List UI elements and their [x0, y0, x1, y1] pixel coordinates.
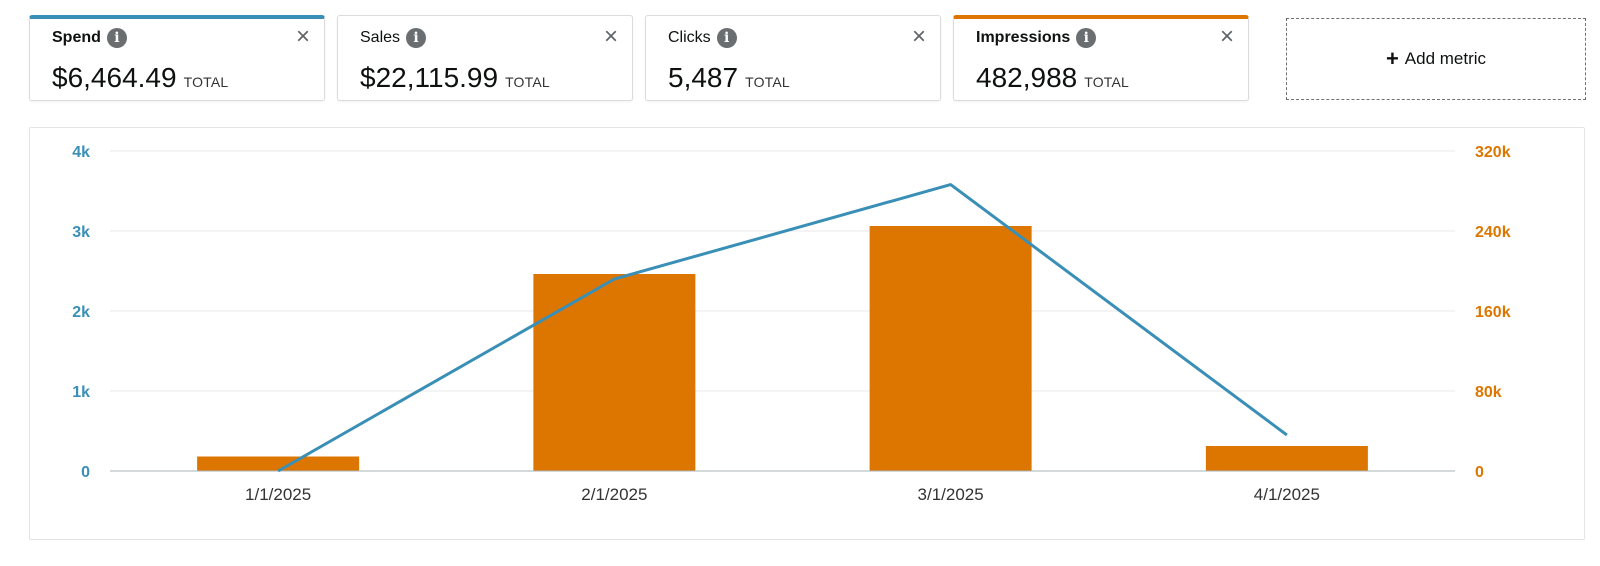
y-right-tick-label: 320k [1475, 144, 1511, 161]
line-spend [277, 183, 1288, 473]
metric-label: Spend [52, 29, 101, 46]
metric-value-row: $22,115.99 TOTAL [360, 62, 550, 94]
y-right-tick-label: 240k [1475, 224, 1511, 241]
bar-impressions [197, 456, 360, 471]
info-icon[interactable]: i [716, 28, 737, 48]
y-left-tick-label: 4k [72, 144, 90, 161]
metric-label: Clicks [668, 29, 711, 46]
metric-value-row: 5,487 TOTAL [668, 62, 790, 94]
x-tick-label: 2/1/2025 [581, 485, 647, 504]
metric-label: Sales [360, 29, 401, 46]
info-icon[interactable]: i [406, 28, 427, 48]
metric-label: Impressions [976, 29, 1071, 46]
metric-label-row: Impressions i [976, 28, 1097, 48]
y-left-tick-label: 3k [72, 224, 90, 241]
info-icon[interactable]: i [106, 28, 127, 48]
x-tick-label: 3/1/2025 [918, 485, 984, 504]
close-icon[interactable]: × [295, 23, 310, 50]
y-right-tick-label: 80k [1475, 384, 1502, 401]
x-tick-label: 4/1/2025 [1254, 485, 1320, 504]
y-left-tick-label: 1k [72, 384, 90, 401]
metric-value: $6,464.49 [52, 62, 177, 93]
metric-card-impressions[interactable]: Impressions i × 482,988 TOTAL [953, 15, 1249, 101]
info-icon[interactable]: i [1076, 28, 1097, 48]
y-left-tick-label: 2k [72, 304, 90, 321]
metric-card-clicks[interactable]: Clicks i × 5,487 TOTAL [645, 15, 941, 101]
x-tick-label: 1/1/2025 [245, 485, 311, 504]
metric-value-row: 482,988 TOTAL [976, 62, 1129, 94]
y-right-tick-label: 0 [1475, 464, 1484, 481]
add-metric-label: Add metric [1404, 49, 1487, 68]
bar-impressions [1205, 446, 1368, 471]
close-icon[interactable]: × [911, 23, 926, 50]
metric-suffix: TOTAL [1084, 74, 1130, 90]
metric-suffix: TOTAL [183, 74, 229, 90]
metric-label-row: Sales i [360, 28, 427, 48]
metric-card-sales[interactable]: Sales i × $22,115.99 TOTAL [337, 15, 633, 101]
metric-value: $22,115.99 [360, 62, 499, 93]
metric-card-spend[interactable]: Spend i × $6,464.49 TOTAL [29, 15, 325, 101]
close-icon[interactable]: × [603, 23, 618, 50]
metric-label-row: Clicks i [668, 28, 737, 48]
metric-value-row: $6,464.49 TOTAL [52, 62, 228, 94]
bar-impressions [869, 226, 1032, 471]
metric-label-row: Spend i [52, 28, 127, 48]
plus-icon: + [1385, 46, 1399, 71]
close-icon[interactable]: × [1219, 23, 1234, 50]
metric-suffix: TOTAL [505, 74, 550, 90]
y-left-tick-label: 0 [81, 464, 90, 481]
y-right-tick-label: 160k [1475, 304, 1511, 321]
bar-impressions [533, 274, 696, 471]
metric-suffix: TOTAL [745, 74, 790, 90]
metric-value: 482,988 [976, 62, 1078, 93]
metric-value: 5,487 [668, 62, 739, 93]
add-metric-button[interactable]: + Add metric [1286, 18, 1586, 100]
